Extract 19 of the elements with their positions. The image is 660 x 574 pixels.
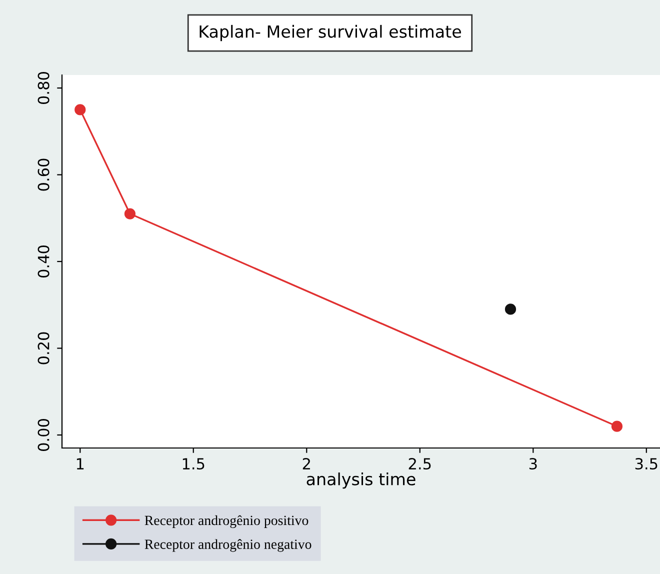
x-tick-label: 1.5 — [182, 458, 204, 470]
x-tick-label: 2.5 — [408, 458, 431, 470]
y-tick-label: 0.00 — [38, 418, 50, 451]
x-tick-label: 2 — [302, 458, 310, 470]
legend-label: Receptor androgênio positivo — [144, 515, 308, 528]
y-tick-label: 0.20 — [38, 332, 50, 364]
y-tick-label: 0.40 — [38, 246, 50, 278]
legend-label: Receptor androgênio negativo — [144, 539, 312, 552]
x-axis-title: analysis time — [306, 472, 416, 489]
point — [611, 420, 623, 432]
point — [74, 104, 86, 116]
point — [124, 208, 136, 220]
chart-title: Kaplan- Meier survival estimate — [200, 24, 461, 42]
x-tick-label: 1 — [76, 458, 84, 470]
y-tick-label: 0.80 — [38, 72, 50, 104]
point — [504, 304, 516, 315]
x-tick-label: 3.5 — [635, 458, 658, 470]
y-tick-label: 0.60 — [38, 158, 50, 191]
x-tick-label: 3 — [529, 458, 537, 470]
